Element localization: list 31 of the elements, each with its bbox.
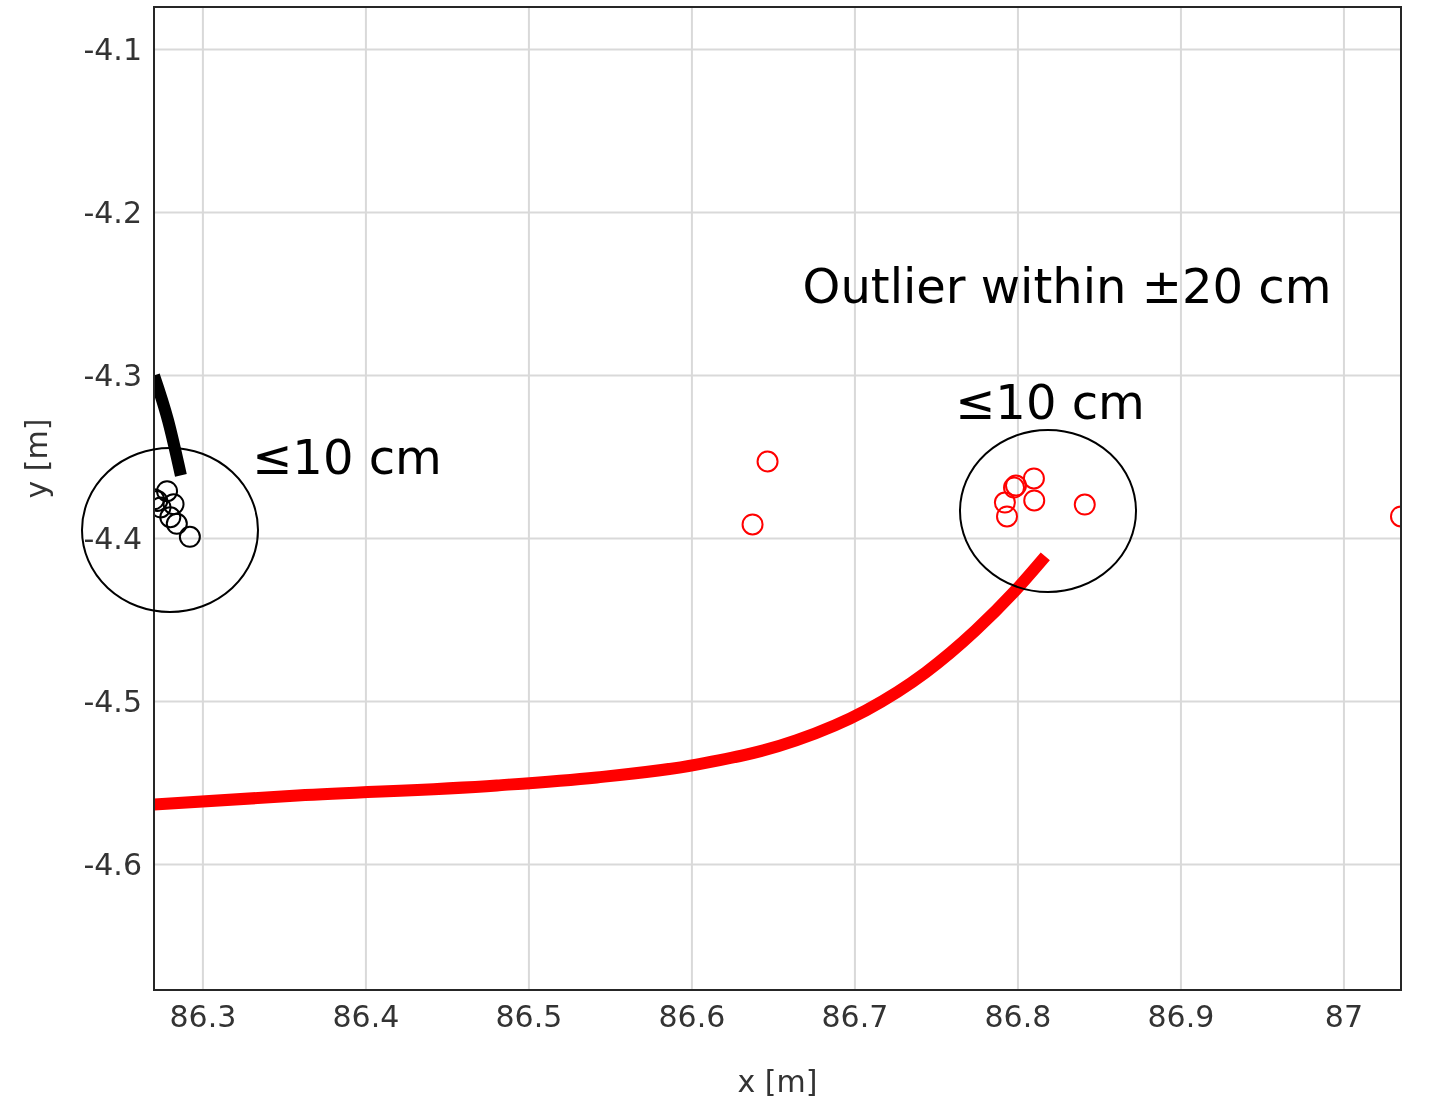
x-tick-label: 86.6 xyxy=(658,999,726,1035)
point xyxy=(159,506,182,529)
y-tick-label: -4.6 xyxy=(83,847,142,883)
point xyxy=(1023,489,1046,512)
point xyxy=(165,512,188,535)
x-tick-label: 86.8 xyxy=(984,999,1052,1035)
y-tick-label: -4.2 xyxy=(83,195,142,231)
point xyxy=(996,505,1019,528)
x-tick-label: 86.3 xyxy=(169,999,237,1035)
x-tick-label: 86.4 xyxy=(332,999,400,1035)
x-tick-label: 86.9 xyxy=(1147,999,1215,1035)
x-tick-label: 86.5 xyxy=(495,999,563,1035)
point xyxy=(1022,467,1045,490)
point xyxy=(993,491,1016,514)
y-tick-label: -4.3 xyxy=(83,358,142,394)
point xyxy=(741,513,764,536)
y-tick-label: -4.1 xyxy=(83,32,142,68)
x-tick-label: 87 xyxy=(1324,999,1364,1035)
x-axis-title: x [m] xyxy=(737,1064,818,1099)
point xyxy=(756,450,779,473)
annotation: ≤10 cm xyxy=(955,374,1145,430)
annotation: ≤10 cm xyxy=(252,429,442,485)
point xyxy=(156,480,179,503)
point xyxy=(178,525,201,548)
y-tick-label: -4.5 xyxy=(83,684,142,720)
y-axis-title: y [m] xyxy=(18,418,54,499)
annotation: Outlier within ±20 cm xyxy=(802,258,1332,314)
y-tick-label: -4.4 xyxy=(83,521,142,557)
point xyxy=(162,493,185,516)
x-tick-label: 86.7 xyxy=(821,999,889,1035)
point xyxy=(1073,493,1096,516)
